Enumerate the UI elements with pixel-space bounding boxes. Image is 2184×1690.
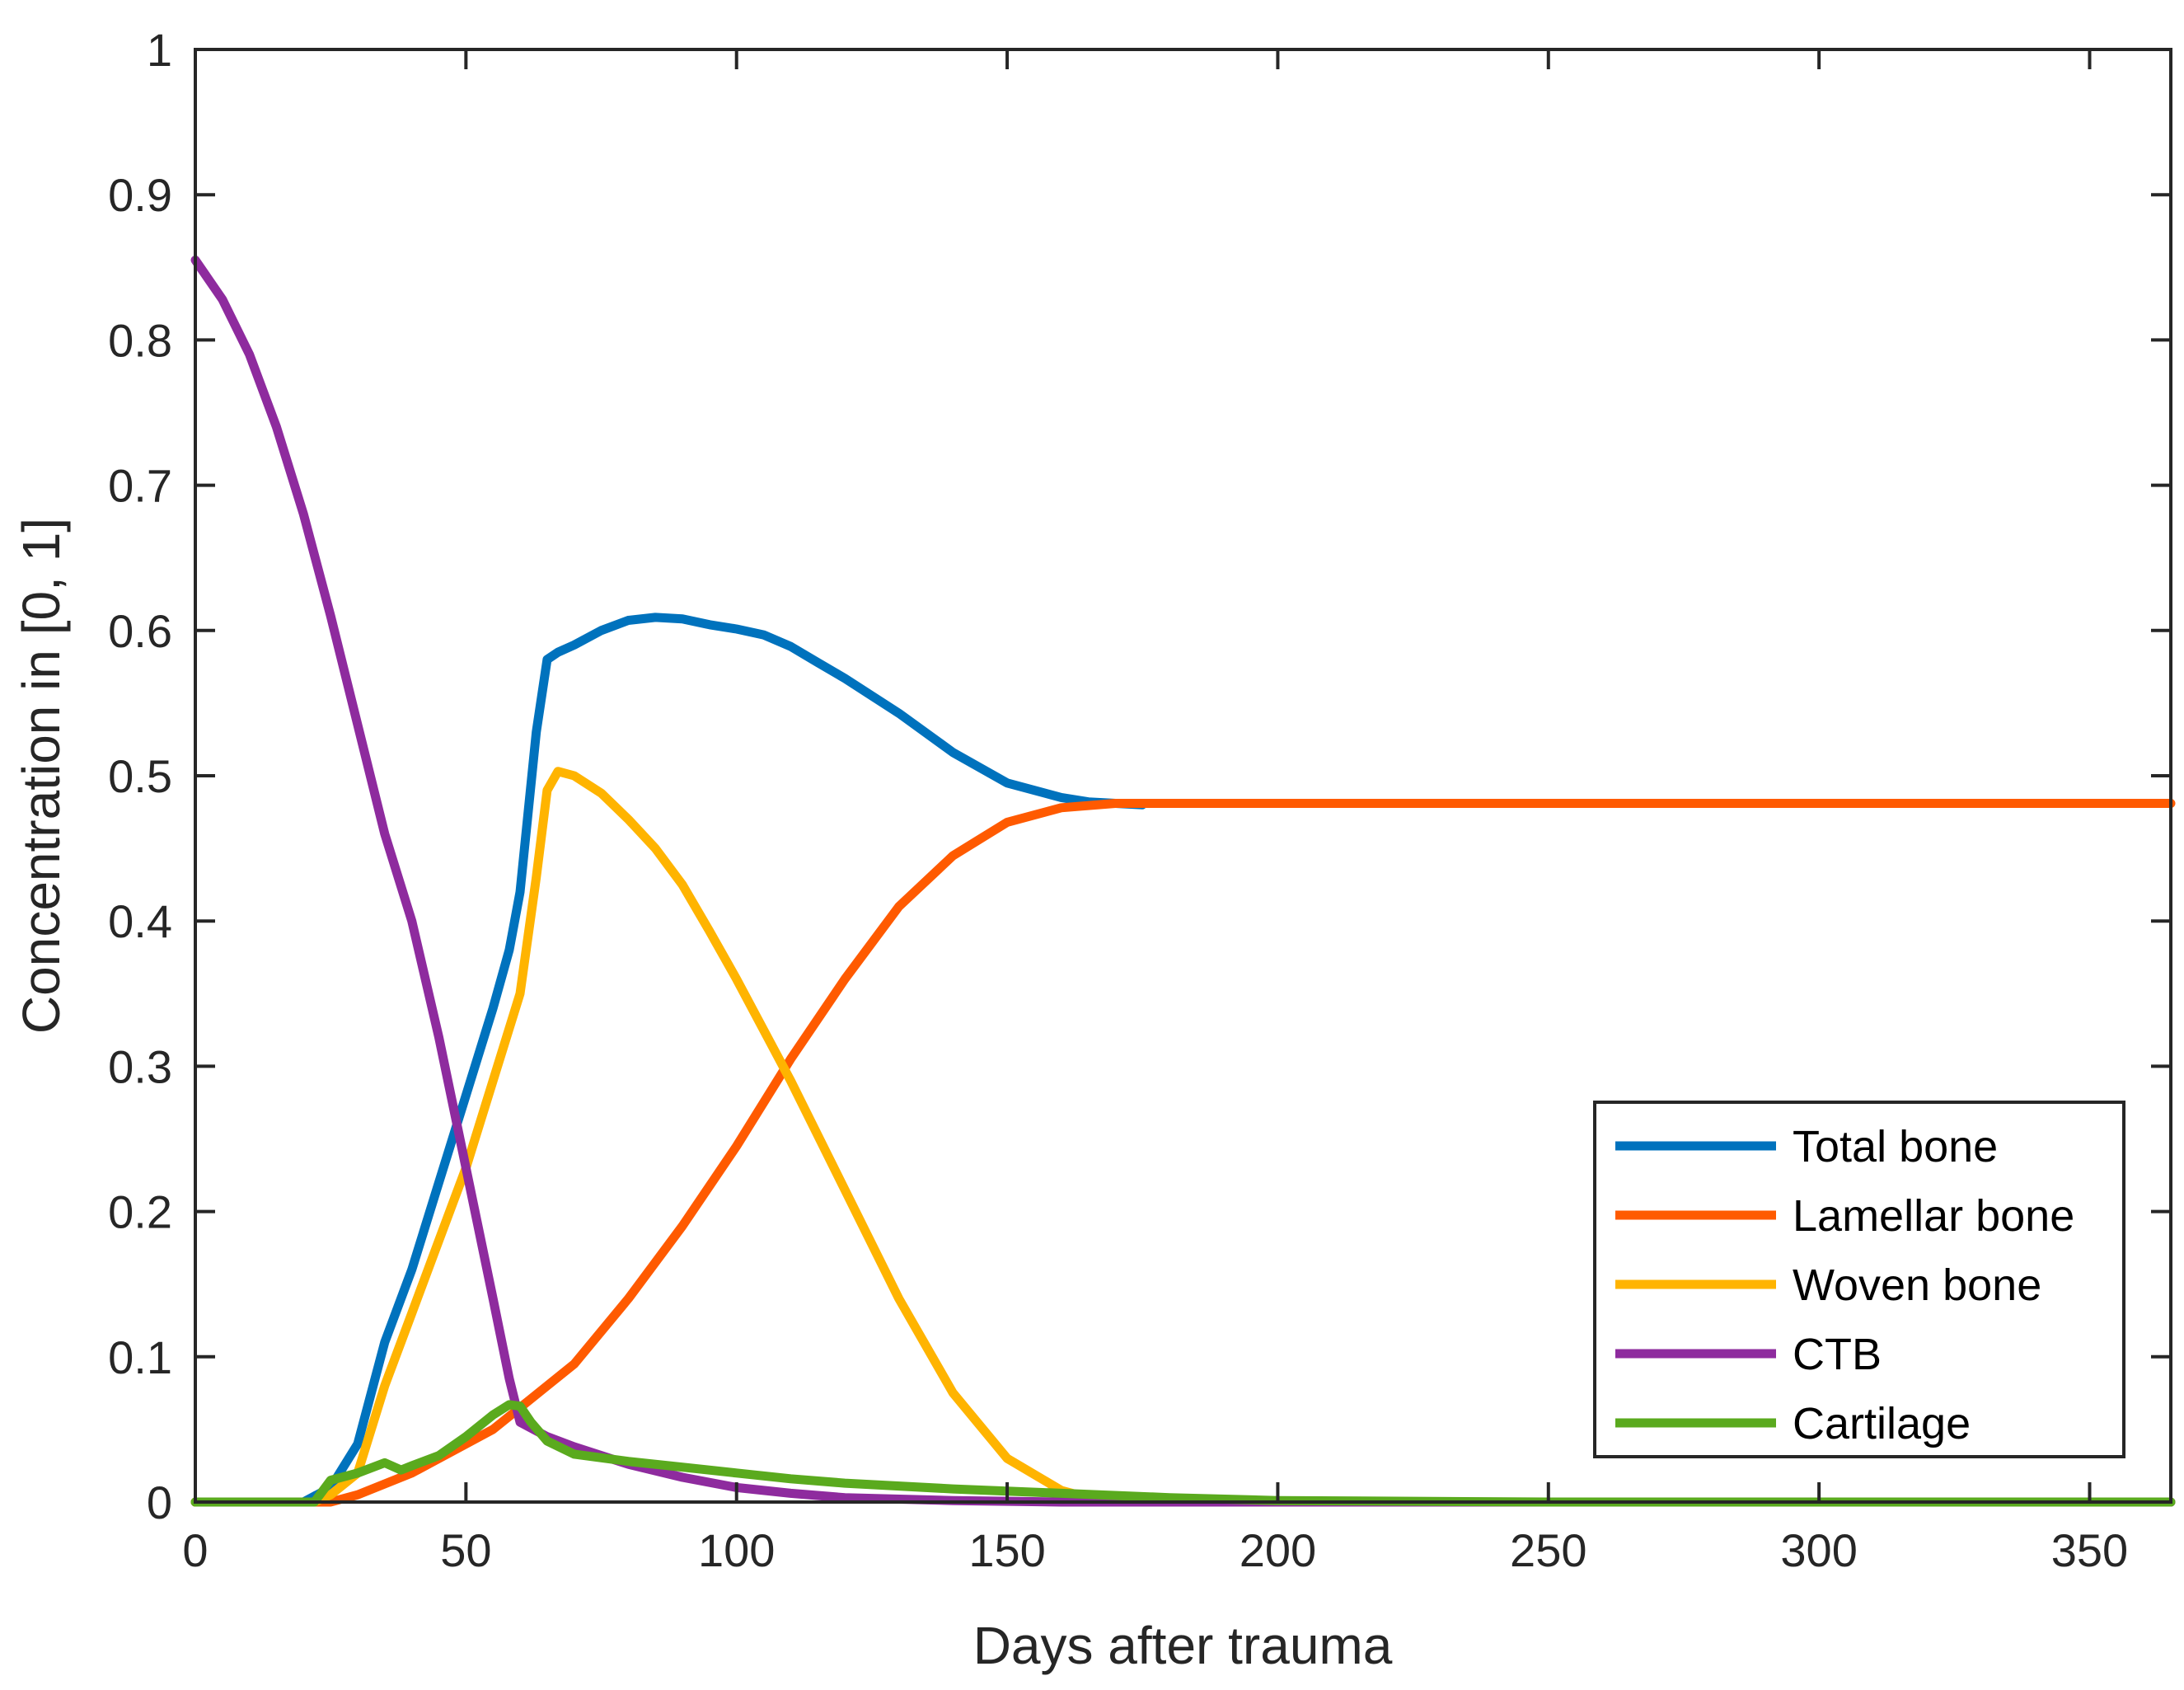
y-tick-label: 0.3 bbox=[108, 1040, 172, 1092]
y-tick-label: 0.8 bbox=[108, 314, 172, 366]
legend-box bbox=[1593, 1101, 2125, 1458]
x-tick-label: 300 bbox=[1780, 1524, 1857, 1576]
x-tick-label: 200 bbox=[1240, 1524, 1316, 1576]
x-tick-label: 100 bbox=[698, 1524, 775, 1576]
legend-items: Total bone Lamellar bone Woven bone CTB Cart… bbox=[1615, 1122, 2074, 1448]
y-tick-label: 0.6 bbox=[108, 605, 172, 657]
x-tick-label: 50 bbox=[440, 1524, 491, 1576]
series-line-lamellar-bone bbox=[190, 799, 2176, 1507]
x-tick-label: 350 bbox=[2051, 1524, 2128, 1576]
legend-label: CTB bbox=[1793, 1330, 1882, 1379]
y-tick-labels: 0 0.1 0.2 0.3 0.4 0.5 0.6 0.7 0.8 0.9 1 bbox=[108, 24, 172, 1528]
legend: Total bone Lamellar bone Woven bone CTB Cart… bbox=[1593, 1101, 2125, 1458]
y-tick-label: 0.5 bbox=[108, 750, 172, 802]
x-axis-label: Days after trauma bbox=[973, 1616, 1393, 1675]
legend-label: Total bone bbox=[1793, 1122, 1998, 1171]
axis-ticks bbox=[194, 48, 2171, 1504]
x-tick-label: 0 bbox=[182, 1524, 208, 1576]
x-tick-label: 250 bbox=[1510, 1524, 1586, 1576]
series-line-ctb bbox=[190, 256, 2176, 1507]
series-layer bbox=[190, 256, 2176, 1507]
y-tick-label: 1 bbox=[147, 24, 172, 76]
y-tick-label: 0.7 bbox=[108, 460, 172, 512]
y-tick-label: 0.4 bbox=[108, 895, 172, 947]
series-line-total-bone bbox=[190, 613, 1147, 1507]
y-tick-label: 0 bbox=[147, 1476, 172, 1528]
series-line-cartilage bbox=[190, 1400, 2176, 1507]
x-tick-labels: 0 50 100 150 200 250 300 350 bbox=[182, 1524, 2128, 1576]
y-tick-label: 0.1 bbox=[108, 1331, 172, 1383]
y-axis-label: Concentration in [0, 1] bbox=[12, 518, 71, 1034]
y-tick-label: 0.9 bbox=[108, 169, 172, 221]
y-tick-label: 0.2 bbox=[108, 1186, 172, 1238]
legend-label: Cartilage bbox=[1793, 1399, 1971, 1448]
legend-label: Woven bone bbox=[1793, 1260, 2041, 1310]
x-tick-label: 150 bbox=[968, 1524, 1045, 1576]
series-line-woven-bone bbox=[190, 767, 2176, 1507]
legend-label: Lamellar bone bbox=[1793, 1191, 2074, 1241]
